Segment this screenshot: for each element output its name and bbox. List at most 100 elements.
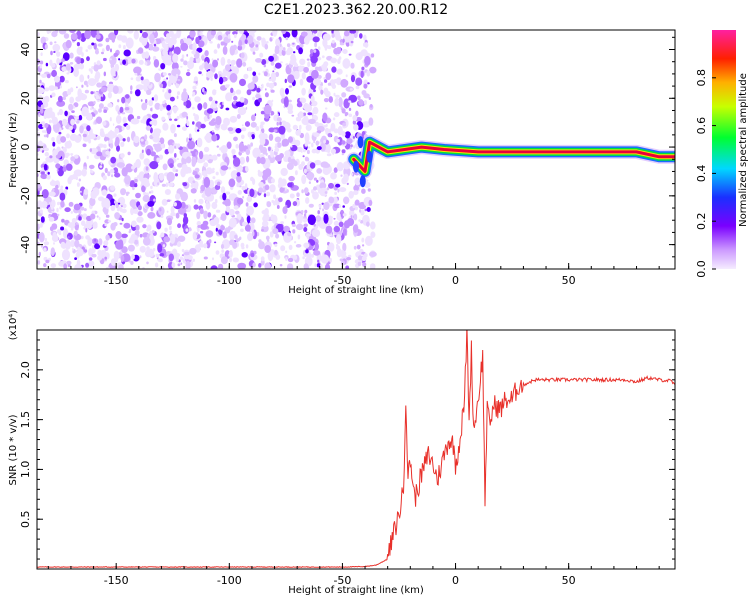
noise-speckle <box>331 66 337 73</box>
noise-speckle <box>203 243 208 249</box>
noise-speckle <box>299 78 304 86</box>
noise-speckle <box>312 78 322 86</box>
noise-speckle <box>91 253 97 258</box>
noise-speckle <box>150 190 154 194</box>
noise-speckle <box>142 224 147 229</box>
snr-frame <box>36 329 676 570</box>
noise-speckle <box>343 196 350 205</box>
noise-speckle <box>180 262 183 265</box>
noise-speckle <box>212 257 214 261</box>
noise-speckle <box>333 92 336 97</box>
noise-speckle <box>355 110 359 117</box>
noise-speckle <box>194 96 201 103</box>
noise-speckle <box>337 58 341 65</box>
noise-speckle <box>67 264 71 267</box>
noise-speckle <box>352 120 357 125</box>
noise-speckle <box>136 115 141 120</box>
noise-speckle <box>322 112 328 122</box>
y-tick-label: 1.0 <box>19 461 32 479</box>
noise-speckle <box>66 260 72 265</box>
noise-speckle <box>209 219 217 227</box>
noise-speckle <box>355 52 363 61</box>
y-tick-label: 40 <box>19 43 32 57</box>
noise-speckle <box>186 156 192 164</box>
noise-speckle <box>258 187 264 194</box>
noise-speckle <box>300 210 304 214</box>
noise-speckle <box>236 58 243 68</box>
noise-speckle <box>180 58 184 62</box>
noise-speckle <box>370 53 375 58</box>
noise-speckle <box>86 125 91 132</box>
noise-speckle <box>153 59 160 68</box>
noise-speckle <box>97 43 103 47</box>
noise-speckle <box>43 163 48 171</box>
noise-speckle <box>259 124 264 129</box>
noise-speckle <box>319 142 326 152</box>
noise-speckle <box>49 201 51 205</box>
noise-speckle <box>109 168 115 174</box>
noise-speckle <box>221 249 225 253</box>
noise-speckle <box>131 165 136 170</box>
noise-speckle <box>92 223 98 229</box>
colorbar-ticks: 0.0 0.2 0.4 0.6 0.8 <box>695 69 716 278</box>
noise-speckle <box>175 193 181 200</box>
noise-speckle <box>101 189 108 196</box>
noise-speckle <box>305 124 312 131</box>
noise-speckle <box>79 58 85 64</box>
noise-speckle <box>166 104 172 111</box>
noise-speckle <box>61 218 65 223</box>
noise-speckle <box>164 227 168 232</box>
noise-speckle <box>324 79 328 83</box>
noise-speckle <box>143 78 150 87</box>
noise-speckle <box>110 62 115 69</box>
noise-speckle <box>217 229 221 233</box>
noise-speckle <box>232 257 239 263</box>
noise-speckle <box>261 83 264 89</box>
noise-speckle <box>225 84 229 88</box>
noise-speckle <box>43 263 47 268</box>
noise-speckle <box>39 83 42 86</box>
noise-speckle <box>51 69 57 78</box>
noise-speckle <box>130 207 134 216</box>
noise-speckle <box>173 106 178 114</box>
noise-speckle <box>304 132 310 143</box>
noise-speckle <box>328 196 335 204</box>
noise-speckle <box>351 172 353 176</box>
noise-speckle <box>86 84 89 88</box>
noise-speckle <box>229 115 238 123</box>
noise-speckle <box>219 225 225 231</box>
noise-speckle <box>263 193 267 198</box>
noise-speckle <box>259 137 266 146</box>
noise-speckle <box>156 157 160 163</box>
noise-speckle <box>110 174 114 178</box>
noise-speckle <box>137 205 142 211</box>
noise-speckle <box>228 166 231 170</box>
noise-speckle <box>274 48 280 55</box>
noise-speckle <box>354 177 361 186</box>
noise-speckle <box>52 188 55 192</box>
noise-speckle <box>89 148 93 153</box>
noise-speckle <box>37 32 40 37</box>
noise-speckle <box>300 31 308 37</box>
noise-speckle <box>102 207 107 213</box>
noise-speckle <box>222 231 227 239</box>
noise-speckle <box>129 108 134 114</box>
noise-speckle <box>202 220 209 226</box>
noise-speckle <box>361 237 365 243</box>
noise-speckle <box>258 181 264 188</box>
noise-speckle <box>295 223 304 231</box>
noise-speckle <box>359 209 362 213</box>
noise-speckle <box>109 117 112 122</box>
noise-speckle <box>145 99 148 104</box>
noise-speckle <box>172 53 179 63</box>
noise-speckle <box>170 206 175 214</box>
noise-speckle <box>50 63 56 68</box>
noise-speckle <box>131 220 137 228</box>
noise-speckle <box>153 94 159 102</box>
noise-speckle <box>311 69 319 79</box>
noise-speckle <box>127 58 132 65</box>
noise-speckle <box>58 30 67 35</box>
noise-speckle <box>252 262 256 268</box>
noise-speckle <box>65 163 73 171</box>
noise-speckle <box>126 136 131 143</box>
